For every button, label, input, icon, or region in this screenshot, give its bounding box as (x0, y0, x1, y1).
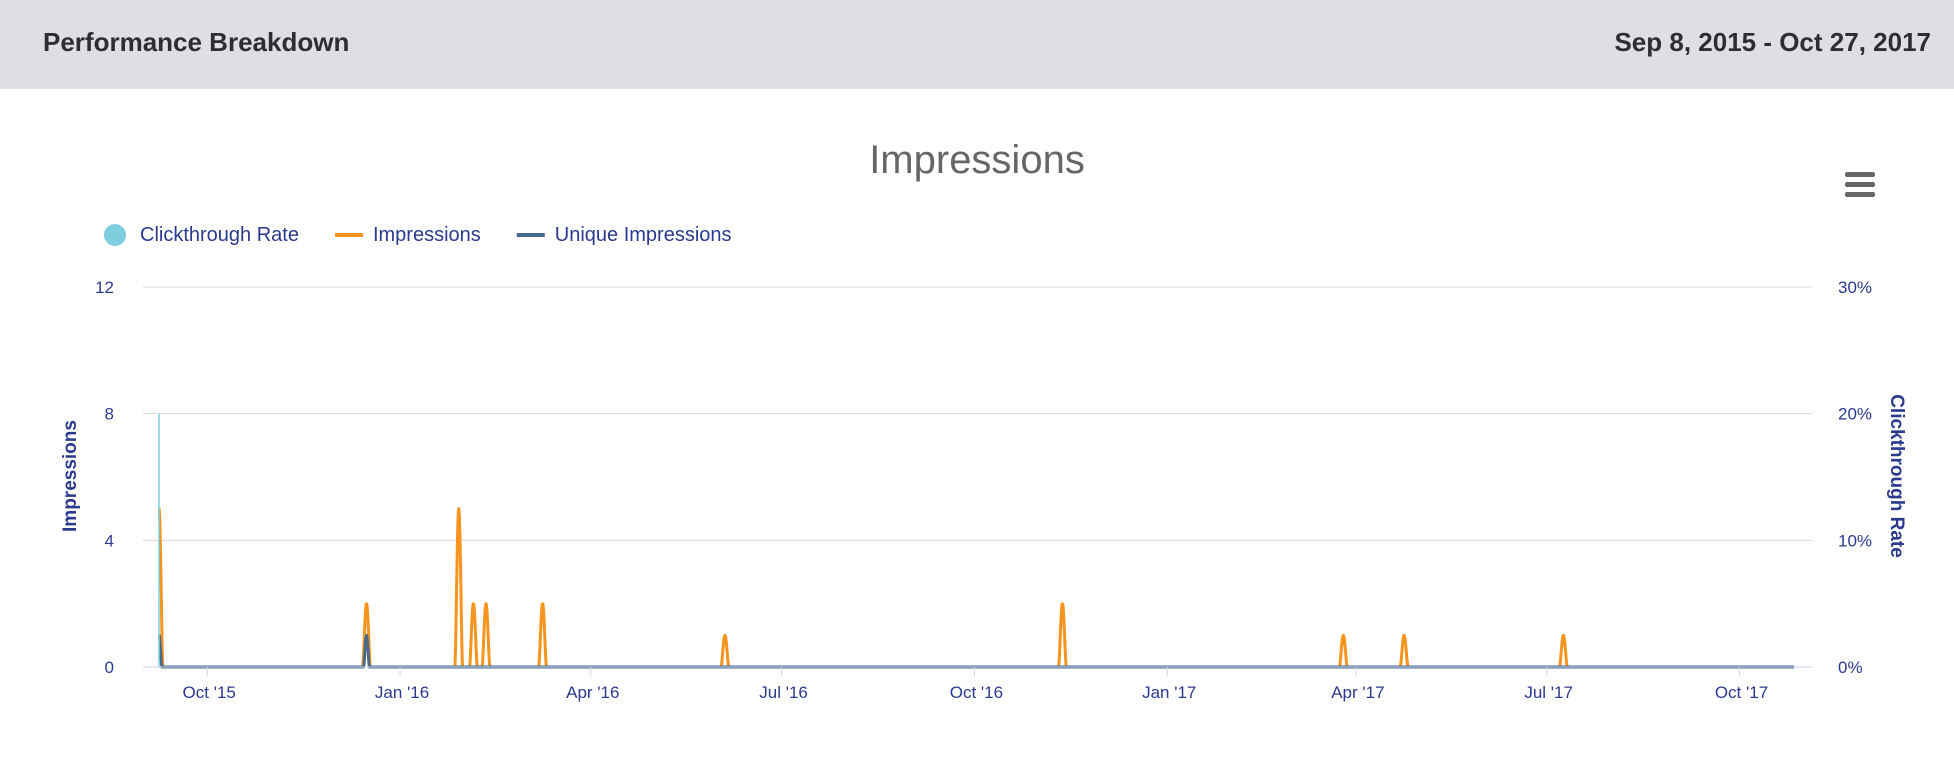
y2-tick-label: 30% (1838, 278, 1872, 297)
x-tick-label: Apr '16 (566, 683, 619, 702)
y-tick-label: 0 (105, 658, 114, 677)
series-unique-impressions-line (157, 633, 1794, 669)
chart-title: Impressions (869, 138, 1085, 182)
legend-label: Impressions (373, 224, 481, 246)
chart-axes: 0 0% 4 10% 8 20% 12 30% Oct '15 Jan '16 Apr '16 Jul… (95, 278, 1872, 702)
y-axis-title: Impressions (60, 420, 81, 532)
x-tick-label: Oct '15 (183, 683, 236, 702)
chart-grid (143, 286, 1812, 668)
date-range: Sep 8, 2015 - Oct 27, 2017 (1614, 27, 1931, 57)
x-tick-label: Apr '17 (1331, 683, 1384, 702)
x-tick-label: Jul '16 (759, 683, 808, 702)
y2-tick-label: 20% (1838, 405, 1872, 424)
page-header: Performance Breakdown Sep 8, 2015 - Oct … (0, 0, 1954, 89)
x-tick-label: Jul '17 (1524, 683, 1573, 702)
x-tick-label: Oct '17 (1715, 683, 1768, 702)
impressions-chart: Impressions Clickthrough Rate Impressions… (60, 138, 1907, 702)
chart-legend: Clickthrough Rate Impressions Unique Impre… (104, 224, 732, 246)
y-tick-label: 12 (95, 278, 114, 297)
y2-tick-label: 0% (1838, 658, 1863, 677)
x-tick-label: Oct '16 (950, 683, 1003, 702)
legend-marker-clickthrough-rate (104, 224, 126, 246)
series-impressions-line (157, 507, 1794, 669)
x-tick-label: Jan '17 (1142, 683, 1196, 702)
y-tick-label: 4 (105, 531, 114, 550)
legend-label: Unique Impressions (555, 224, 732, 246)
y-tick-label: 8 (105, 405, 114, 424)
y2-axis-title: Clickthrough Rate (1886, 394, 1907, 558)
x-tick-label: Jan '16 (375, 683, 429, 702)
legend-label: Clickthrough Rate (140, 224, 299, 246)
hamburger-menu-icon[interactable] (1845, 172, 1875, 197)
page-title: Performance Breakdown (43, 27, 350, 57)
y2-tick-label: 10% (1838, 531, 1872, 550)
